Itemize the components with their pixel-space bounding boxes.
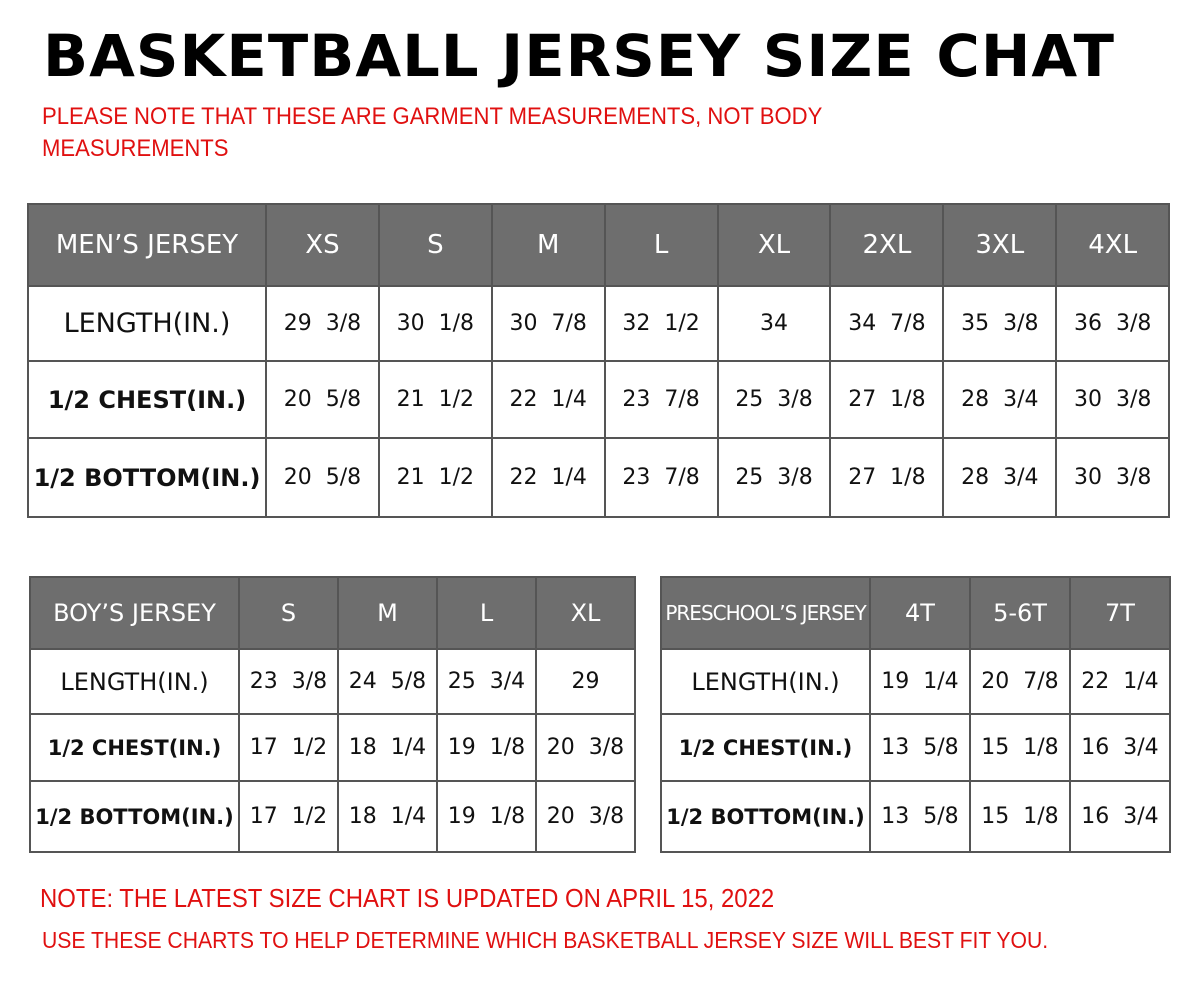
size-header: 3XL xyxy=(942,203,1058,287)
measurement-label: 1/2 CHEST(IN.) xyxy=(660,713,871,782)
table-title: MEN’S JERSEY xyxy=(27,203,267,287)
measurement-value: 20 3/8 xyxy=(535,780,636,853)
measurement-label: 1/2 CHEST(IN.) xyxy=(27,360,267,439)
measurement-value: 34 xyxy=(716,285,832,362)
size-header: 4XL xyxy=(1055,203,1171,287)
measurement-value: 16 3/4 xyxy=(1069,780,1171,853)
measurement-value: 15 1/8 xyxy=(969,713,1071,782)
measurement-value: 20 5/8 xyxy=(265,360,380,439)
preschool-size-table: PRESCHOOL’S JERSEY 4T 5-6T 7T LENGTH(IN.) 19 … xyxy=(660,576,1171,853)
table-row: LENGTH(IN.) 23 3/8 24 5/8 25 3/4 29 xyxy=(29,648,636,715)
update-note: NOTE: THE LATEST SIZE CHART IS UPDATED O… xyxy=(40,883,775,913)
measurement-value: 25 3/8 xyxy=(716,437,832,518)
measurement-value: 22 1/4 xyxy=(490,360,606,439)
table-row: 1/2 BOTTOM(IN.) 13 5/8 15 1/8 16 3/4 xyxy=(660,780,1171,853)
measurement-value: 27 1/8 xyxy=(829,360,945,439)
measurement-value: 23 7/8 xyxy=(603,360,719,439)
table-row: 1/2 CHEST(IN.) 20 5/8 21 1/2 22 1/4 23 7/8 25… xyxy=(27,360,1171,439)
measurement-value: 20 7/8 xyxy=(969,648,1071,715)
table-title: PRESCHOOL’S JERSEY xyxy=(660,576,871,650)
size-header: S xyxy=(377,203,493,287)
measurement-label: 1/2 BOTTOM(IN.) xyxy=(27,437,267,518)
table-row: 1/2 CHEST(IN.) 13 5/8 15 1/8 16 3/4 xyxy=(660,713,1171,782)
measurement-value: 32 1/2 xyxy=(603,285,719,362)
measurement-value: 25 3/8 xyxy=(716,360,832,439)
measurement-value: 22 1/4 xyxy=(1069,648,1171,715)
size-header: 4T xyxy=(869,576,971,650)
measurement-value: 17 1/2 xyxy=(238,713,339,782)
header-row: MEN’S JERSEY XS S M L XL 2XL 3XL 4XL xyxy=(27,203,1171,287)
measurement-value: 23 7/8 xyxy=(603,437,719,518)
measurement-label: 1/2 BOTTOM(IN.) xyxy=(660,780,871,853)
measurement-value: 20 3/8 xyxy=(535,713,636,782)
measurement-value: 35 3/8 xyxy=(942,285,1058,362)
size-header: 2XL xyxy=(829,203,945,287)
measurement-value: 30 7/8 xyxy=(490,285,606,362)
measurement-value: 19 1/8 xyxy=(436,713,537,782)
measurement-value: 27 1/8 xyxy=(829,437,945,518)
header-row: BOY’S JERSEY S M L XL xyxy=(29,576,636,650)
table-row: 1/2 BOTTOM(IN.) 20 5/8 21 1/2 22 1/4 23 7/8 2… xyxy=(27,437,1171,518)
measurement-value: 15 1/8 xyxy=(969,780,1071,853)
size-header: M xyxy=(490,203,606,287)
measurement-value: 23 3/8 xyxy=(238,648,339,715)
measurement-label: 1/2 CHEST(IN.) xyxy=(29,713,240,782)
size-header: XL xyxy=(535,576,636,650)
measurement-value: 22 1/4 xyxy=(490,437,606,518)
size-header: L xyxy=(603,203,719,287)
table-title: BOY’S JERSEY xyxy=(29,576,240,650)
measurement-value: 30 1/8 xyxy=(377,285,493,362)
measurement-label: LENGTH(IN.) xyxy=(660,648,871,715)
measurement-value: 13 5/8 xyxy=(869,780,971,853)
size-header: XS xyxy=(265,203,380,287)
table-row: 1/2 CHEST(IN.) 17 1/2 18 1/4 19 1/8 20 3/8 xyxy=(29,713,636,782)
header-row: PRESCHOOL’S JERSEY 4T 5-6T 7T xyxy=(660,576,1171,650)
measurement-value: 30 3/8 xyxy=(1055,437,1171,518)
measurement-value: 29 xyxy=(535,648,636,715)
size-header: L xyxy=(436,576,537,650)
table-row: LENGTH(IN.) 29 3/8 30 1/8 30 7/8 32 1/2 34 34 … xyxy=(27,285,1171,362)
measurement-value: 17 1/2 xyxy=(238,780,339,853)
usage-note: USE THESE CHARTS TO HELP DETERMINE WHICH… xyxy=(42,927,1049,953)
measurement-value: 36 3/8 xyxy=(1055,285,1171,362)
size-header: M xyxy=(337,576,438,650)
measurement-value: 13 5/8 xyxy=(869,713,971,782)
measurement-value: 34 7/8 xyxy=(829,285,945,362)
measurement-label: LENGTH(IN.) xyxy=(27,285,267,362)
size-header: XL xyxy=(716,203,832,287)
measurement-value: 28 3/4 xyxy=(942,437,1058,518)
measurement-value: 20 5/8 xyxy=(265,437,380,518)
garment-note: PLEASE NOTE THAT THESE ARE GARMENT MEASU… xyxy=(42,103,822,162)
measurement-label: LENGTH(IN.) xyxy=(29,648,240,715)
page-title: BASKETBALL JERSEY SIZE CHAT xyxy=(43,22,1115,90)
measurement-value: 24 5/8 xyxy=(337,648,438,715)
measurement-value: 25 3/4 xyxy=(436,648,537,715)
size-header: 7T xyxy=(1069,576,1171,650)
measurement-value: 19 1/8 xyxy=(436,780,537,853)
measurement-value: 29 3/8 xyxy=(265,285,380,362)
table-row: 1/2 BOTTOM(IN.) 17 1/2 18 1/4 19 1/8 20 3/8 xyxy=(29,780,636,853)
measurement-value: 18 1/4 xyxy=(337,780,438,853)
measurement-value: 18 1/4 xyxy=(337,713,438,782)
measurement-value: 19 1/4 xyxy=(869,648,971,715)
boys-size-table: BOY’S JERSEY S M L XL LENGTH(IN.) 23 3/8 24 5/8… xyxy=(29,576,636,853)
measurement-value: 30 3/8 xyxy=(1055,360,1171,439)
mens-size-table: MEN’S JERSEY XS S M L XL 2XL 3XL 4XL LENGTH(IN.) 2… xyxy=(27,203,1171,518)
size-header: 5-6T xyxy=(969,576,1071,650)
table-row: LENGTH(IN.) 19 1/4 20 7/8 22 1/4 xyxy=(660,648,1171,715)
measurement-value: 21 1/2 xyxy=(377,360,493,439)
measurement-label: 1/2 BOTTOM(IN.) xyxy=(29,780,240,853)
size-header: S xyxy=(238,576,339,650)
measurement-value: 28 3/4 xyxy=(942,360,1058,439)
measurement-value: 21 1/2 xyxy=(377,437,493,518)
measurement-value: 16 3/4 xyxy=(1069,713,1171,782)
